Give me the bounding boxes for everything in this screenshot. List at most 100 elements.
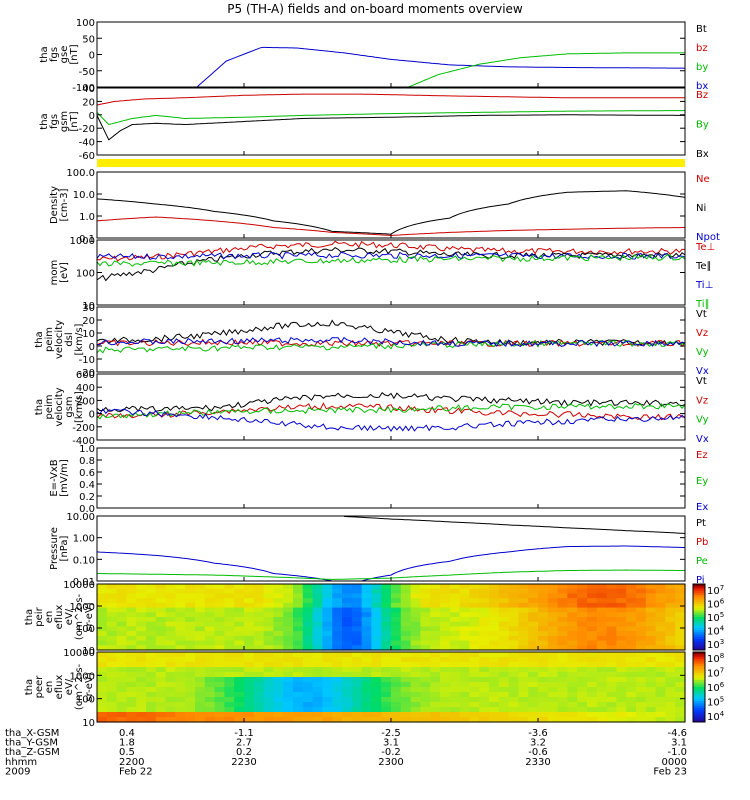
spectrogram-cell: [175, 687, 186, 693]
spectrogram-cell: [587, 626, 598, 632]
spectrogram-cell: [420, 617, 431, 623]
spectrogram-cell: [645, 588, 657, 595]
spectrogram-cell: [342, 692, 353, 698]
spectrogram-cell: [596, 687, 608, 693]
y-tick-label: 20: [82, 316, 95, 327]
spectrogram-cell: [400, 617, 412, 623]
spectrogram-cell: [312, 640, 323, 646]
spectrogram-cell: [596, 707, 608, 713]
spectrogram-cell: [97, 598, 108, 604]
series-line: [96, 402, 686, 421]
spectrogram-cell: [616, 682, 627, 688]
spectrogram-cell: [116, 712, 127, 718]
spectrogram-cell: [322, 645, 333, 651]
spectrogram-cell: [645, 712, 657, 718]
spectrogram-cell: [332, 687, 343, 693]
spectrogram-cell: [547, 626, 559, 632]
series-line: [343, 515, 685, 534]
spectrogram-cell: [616, 621, 627, 628]
y-axis-label: tha: [34, 331, 45, 347]
y-tick-label: -200: [72, 423, 95, 434]
spectrogram-cell: [116, 702, 127, 708]
spectrogram-cell: [538, 712, 549, 718]
spectrogram-cell: [479, 712, 490, 718]
spectrogram-cell: [283, 707, 294, 713]
spectrogram-cell: [479, 626, 490, 632]
legend-entry: Bz: [696, 90, 708, 101]
spectrogram-cell: [224, 657, 235, 663]
spectrogram-cell: [302, 707, 314, 713]
spectrogram-cell: [302, 645, 314, 651]
spectrogram-cell: [645, 635, 657, 642]
y-axis-label: gsm: [64, 396, 75, 417]
spectrogram-cell: [665, 662, 676, 668]
spectrogram-cell: [185, 717, 196, 723]
y-tick-label: -400: [72, 436, 95, 447]
spectrogram-cell: [136, 588, 147, 595]
spectrogram-cell: [155, 672, 167, 678]
spectrogram-cell: [557, 617, 568, 623]
spectrogram-cell: [528, 712, 539, 718]
spectrogram-cell: [449, 598, 461, 604]
spectrogram-cell: [283, 588, 294, 595]
legend-entry: Bx: [696, 149, 709, 160]
spectrogram-cell: [420, 588, 431, 595]
spectrogram-cell: [626, 677, 637, 683]
spectrogram-cell: [410, 635, 421, 642]
spectrogram-cell: [381, 645, 392, 651]
spectrogram-cell: [253, 602, 265, 609]
ephemeris-value: -0.6: [528, 747, 548, 758]
colorbar-cell: [693, 717, 705, 721]
spectrogram-cell: [547, 717, 559, 723]
spectrogram-cell: [518, 702, 529, 708]
spectrogram-cell: [165, 677, 176, 683]
spectrogram-cell: [126, 662, 137, 668]
spectrogram-cell: [175, 588, 186, 595]
spectrogram-cell: [146, 584, 157, 590]
spectrogram-cell: [185, 584, 196, 590]
spectrogram-cell: [106, 640, 118, 646]
spectrogram-cell: [381, 697, 392, 703]
spectrogram-cell: [547, 593, 559, 599]
spectrogram-cell: [459, 640, 470, 646]
spectrogram-cell: [675, 607, 686, 613]
series-line: [96, 114, 685, 141]
spectrogram-cell: [322, 682, 333, 688]
spectrogram-cell: [126, 602, 137, 609]
y-tick-label: 10: [82, 329, 95, 340]
spectrogram-cell: [97, 707, 108, 713]
y-tick-label: -60: [79, 151, 95, 162]
spectrogram-cell: [449, 588, 461, 595]
y-axis-label: peim: [44, 394, 55, 419]
colorbar-cell: [693, 682, 705, 686]
spectrogram-cell: [263, 612, 274, 618]
spectrogram-cell: [498, 662, 510, 668]
colorbar-tick-label: 107: [707, 584, 724, 597]
spectrogram-cell: [587, 697, 598, 703]
spectrogram-cell: [626, 602, 637, 609]
spectrogram-cell: [97, 607, 108, 613]
y-axis-label: velocity: [54, 387, 65, 426]
spectrogram-cell: [97, 677, 108, 683]
spectrogram-cell: [273, 631, 284, 637]
y-tick-label: 100: [76, 624, 95, 635]
spectrogram-cell: [538, 598, 549, 604]
spectrogram-cell: [665, 692, 676, 698]
spectrogram-cell: [263, 607, 274, 613]
spectrogram-cell: [322, 662, 333, 668]
spectrogram-cell: [636, 692, 647, 698]
spectrogram-cell: [214, 682, 225, 688]
spectrogram-cell: [175, 584, 186, 590]
spectrogram-cell: [645, 652, 657, 658]
spectrogram-cell: [371, 682, 382, 688]
spectrogram-cell: [312, 652, 323, 658]
spectrogram-cell: [587, 621, 598, 628]
spectrogram-cell: [665, 707, 676, 713]
spectrogram-cell: [665, 617, 676, 623]
spectrogram-cell: [636, 652, 647, 658]
spectrogram-cell: [626, 607, 637, 613]
spectrogram-cell: [528, 631, 539, 637]
y-axis-label: [nT]: [69, 111, 80, 131]
spectrogram-cell: [410, 662, 421, 668]
spectrogram-cell: [155, 593, 167, 599]
